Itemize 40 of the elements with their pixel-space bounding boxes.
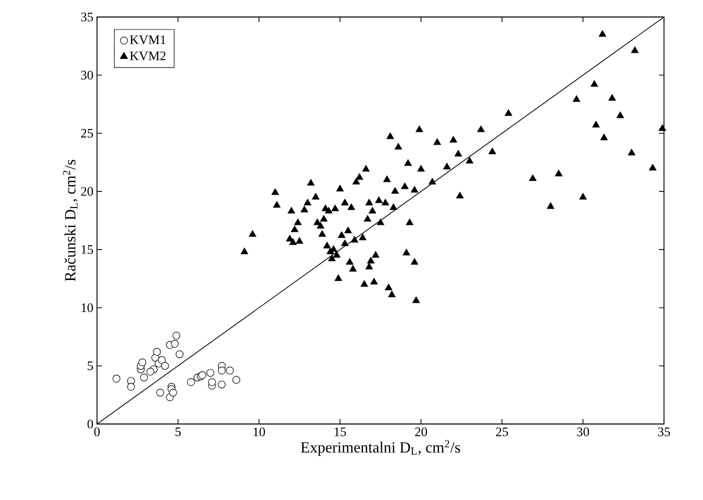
point bbox=[218, 366, 226, 374]
point bbox=[176, 350, 184, 358]
y-axis-title: Računski D$_{L}$, cm$^{2}$/s bbox=[62, 160, 78, 282]
x-tick-label: 20 bbox=[415, 428, 427, 436]
x-tick-label: 25 bbox=[496, 428, 508, 436]
legend-label: KVM2 bbox=[130, 52, 166, 60]
point bbox=[161, 362, 169, 370]
y-tick-label: 35 bbox=[81, 12, 93, 22]
point bbox=[226, 366, 234, 374]
point bbox=[218, 380, 226, 388]
x-tick-label: 10 bbox=[254, 428, 265, 436]
point bbox=[112, 374, 120, 383]
y-tick-label: 10 bbox=[82, 303, 93, 312]
y-tick-label: 20 bbox=[81, 187, 93, 196]
point bbox=[153, 348, 161, 356]
x-axis-title: Experimentalni D$_{L}$, cm$^{2}$/s bbox=[300, 440, 460, 456]
legend-label: KVM1 bbox=[130, 35, 166, 44]
y-tick-label: 5 bbox=[88, 362, 93, 370]
y-tick-label: 30 bbox=[81, 70, 93, 80]
point bbox=[158, 356, 166, 364]
x-tick-label: 15 bbox=[334, 428, 346, 436]
x-tick-label: 35 bbox=[658, 428, 670, 436]
point bbox=[232, 376, 240, 384]
point bbox=[140, 374, 148, 382]
point bbox=[138, 358, 146, 366]
x-tick-label: 5 bbox=[176, 428, 181, 436]
point bbox=[170, 340, 179, 348]
y-tick-label: 0 bbox=[88, 420, 93, 428]
point bbox=[146, 368, 154, 376]
x-tick-label: 0 bbox=[94, 428, 100, 436]
point bbox=[206, 368, 214, 377]
point bbox=[127, 382, 135, 391]
point bbox=[156, 388, 164, 396]
point bbox=[169, 388, 178, 396]
y-tick-label: 25 bbox=[81, 128, 93, 138]
point bbox=[187, 378, 195, 386]
y-tick-label: 15 bbox=[82, 245, 93, 254]
point bbox=[172, 332, 180, 340]
x-tick-label: 30 bbox=[577, 428, 589, 436]
point bbox=[208, 378, 216, 386]
